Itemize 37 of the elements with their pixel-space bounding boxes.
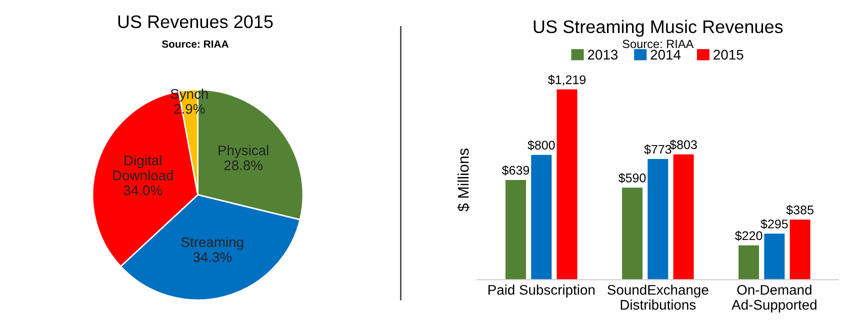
bar (764, 234, 785, 280)
data-label: $385 (786, 204, 814, 216)
slice-label: Streaming (181, 236, 244, 250)
chart-title: US Revenues 2015 (118, 15, 273, 28)
bar (790, 220, 810, 280)
data-label: $590 (618, 172, 646, 184)
data-label: 28.8% (224, 160, 263, 170)
bar (622, 188, 643, 280)
data-label: $800 (528, 140, 555, 150)
bar (505, 180, 526, 280)
data-label: 34.0% (124, 185, 162, 196)
slice-label: Digital Download (113, 155, 173, 180)
legend-label: 2013 (588, 50, 618, 60)
legend-label: 2014 (650, 50, 681, 60)
bar (738, 245, 760, 280)
bar (531, 154, 552, 280)
y-axis-title: $ Millions (457, 148, 470, 212)
x-tick-label: SoundExchange Distributions (608, 284, 708, 310)
bar (648, 159, 668, 280)
data-label: $639 (502, 165, 530, 176)
data-label: 2.9% (174, 104, 205, 114)
x-tick-label: Paid Subscription (488, 284, 595, 298)
data-label: 34.3% (193, 252, 232, 262)
data-label: $1,219 (548, 74, 586, 86)
bar (673, 154, 694, 280)
slice-label: Physical (218, 145, 268, 158)
chart-subtitle: Source: RIAA (622, 40, 694, 48)
bar (556, 89, 578, 280)
data-label: $220 (735, 230, 762, 241)
chart-subtitle: Source: RIAA (162, 40, 229, 48)
x-tick-label: On-Demand Ad-Supported (732, 284, 816, 312)
data-label: $773 (644, 144, 672, 155)
legend-label: 2015 (714, 50, 744, 60)
chart-title: US Streaming Music Revenues (534, 20, 783, 37)
data-label: $803 (670, 140, 697, 150)
data-label: $295 (760, 219, 788, 230)
slice-label: Synch (170, 88, 208, 102)
